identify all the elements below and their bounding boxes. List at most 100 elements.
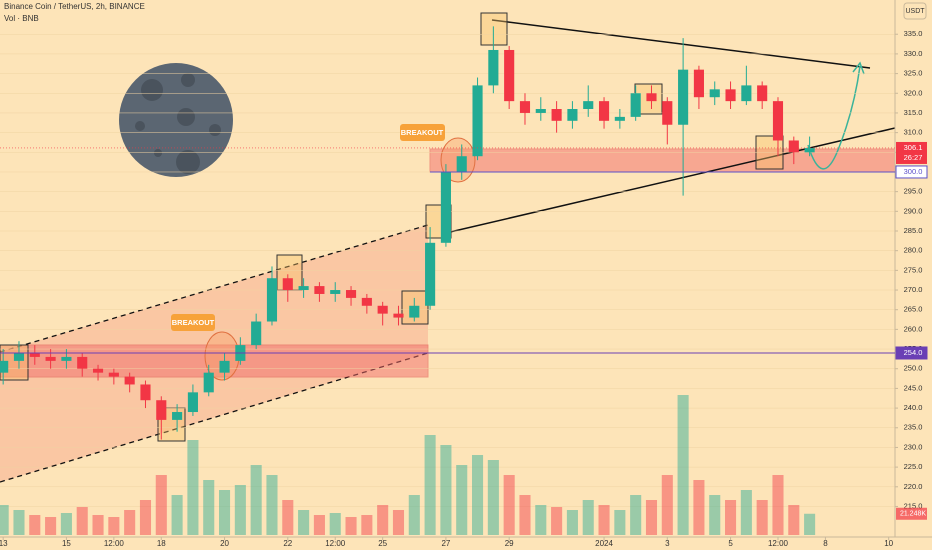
volume-bar: [408, 495, 420, 535]
volume-bar: [377, 505, 389, 535]
candle-body: [440, 171, 451, 243]
candle-body: [361, 297, 372, 306]
volume-bar: [234, 485, 246, 535]
volume-bar: [551, 507, 563, 535]
plot: [0, 26, 895, 535]
volume-bar: [171, 495, 183, 535]
y-tick-label: 330.0: [904, 49, 923, 58]
crater: [141, 79, 163, 101]
y-tick-label: 295.0: [904, 187, 923, 196]
y-tick-label: 240.0: [904, 403, 923, 412]
candle-body: [425, 242, 436, 306]
volume-bar: [566, 510, 578, 535]
y-tick-label: 280.0: [904, 246, 923, 255]
candle-body: [13, 352, 25, 361]
volume-bar: [392, 510, 405, 535]
candle-body: [219, 360, 230, 373]
level-label: 254.0: [904, 348, 923, 357]
x-tick-label: 20: [220, 539, 229, 548]
candle-body: [488, 49, 499, 86]
x-tick-label: 3: [665, 539, 670, 548]
candle-body: [61, 356, 72, 361]
volume-bar: [630, 495, 642, 535]
candle-body: [535, 109, 546, 113]
y-tick-label: 260.0: [904, 324, 923, 333]
candle-body: [567, 109, 578, 121]
candle-body: [456, 156, 467, 172]
volume-bar: [282, 500, 294, 535]
volume-bar: [298, 510, 310, 535]
volume-bar: [693, 480, 705, 535]
volume-bar: [361, 515, 373, 535]
candle-body: [551, 109, 562, 121]
volume-bar: [709, 495, 721, 535]
x-tick-label: 13: [0, 539, 8, 548]
volume-bar: [804, 513, 816, 535]
candle-body: [77, 356, 88, 369]
x-tick-label: 18: [157, 539, 166, 548]
volume-bar: [725, 500, 737, 535]
volume-bar: [187, 440, 199, 535]
x-tick-label: 27: [441, 539, 450, 548]
moon: [119, 63, 233, 177]
volume-bar: [487, 460, 499, 535]
volume-bar: [155, 475, 167, 535]
candle-body: [662, 101, 673, 125]
currency: USDT: [905, 8, 925, 15]
candle-body: [156, 400, 167, 420]
zone: [0, 344, 429, 378]
x-tick-label: 12:00: [325, 539, 346, 548]
candle-body: [45, 356, 56, 361]
y-tick-label: 320.0: [904, 88, 923, 97]
candle-body: [203, 372, 214, 393]
last-price-tag: [896, 141, 927, 164]
volume-title: Vol · BNB: [4, 14, 39, 23]
callout-text: BREAKOUT: [172, 318, 215, 327]
level-tag: [895, 165, 928, 179]
volume-bar: [329, 513, 341, 535]
x-tick-label: 25: [378, 539, 387, 548]
x-tick-label: 15: [62, 539, 71, 548]
volume-bar: [219, 490, 231, 535]
level-tag: [895, 346, 928, 360]
candle-body: [140, 384, 151, 401]
volume-bar: [13, 510, 25, 535]
highlight-box: [480, 12, 508, 46]
x-tick-label: 5: [728, 539, 733, 548]
volume-bar: [124, 510, 136, 535]
trendline: [491, 19, 871, 69]
volume-bar: [345, 517, 357, 535]
y-tick-label: 245.0: [904, 383, 923, 392]
volume-bar: [76, 507, 88, 535]
candle-body: [409, 305, 420, 318]
candle-body: [282, 278, 293, 291]
x-tick-label: 8: [823, 539, 828, 548]
candle-body: [266, 278, 278, 322]
y-tick-label: 315.0: [904, 108, 923, 117]
y-tick-label: 335.0: [904, 29, 923, 38]
candle-body: [504, 49, 515, 102]
y-tick-label: 215.0: [904, 501, 923, 510]
y-tick-label: 220.0: [904, 482, 923, 491]
candle-body: [646, 93, 657, 102]
volume-bar: [740, 490, 752, 535]
volume-bar: [645, 500, 658, 535]
y-tick-label: 325.0: [904, 69, 923, 78]
y-tick-label: 270.0: [904, 285, 923, 294]
x-tick-label: 2024: [595, 539, 613, 548]
y-tick-label: 310.0: [904, 128, 923, 137]
volume-bar: [756, 500, 768, 535]
arrow-head: [852, 61, 865, 75]
candle-body: [598, 101, 610, 121]
candle-body: [29, 352, 40, 357]
breakout-callout: BREAKOUT: [400, 124, 445, 141]
volume-bar: [598, 505, 610, 535]
breakout-callout: BREAKOUT: [171, 314, 215, 331]
volume-bar: [519, 495, 531, 535]
callout-box: [400, 124, 445, 141]
volume-last-label: 21.248K: [900, 511, 926, 518]
volume-bar: [772, 475, 784, 535]
crater: [135, 121, 145, 131]
y-tick-label: 290.0: [904, 206, 923, 215]
